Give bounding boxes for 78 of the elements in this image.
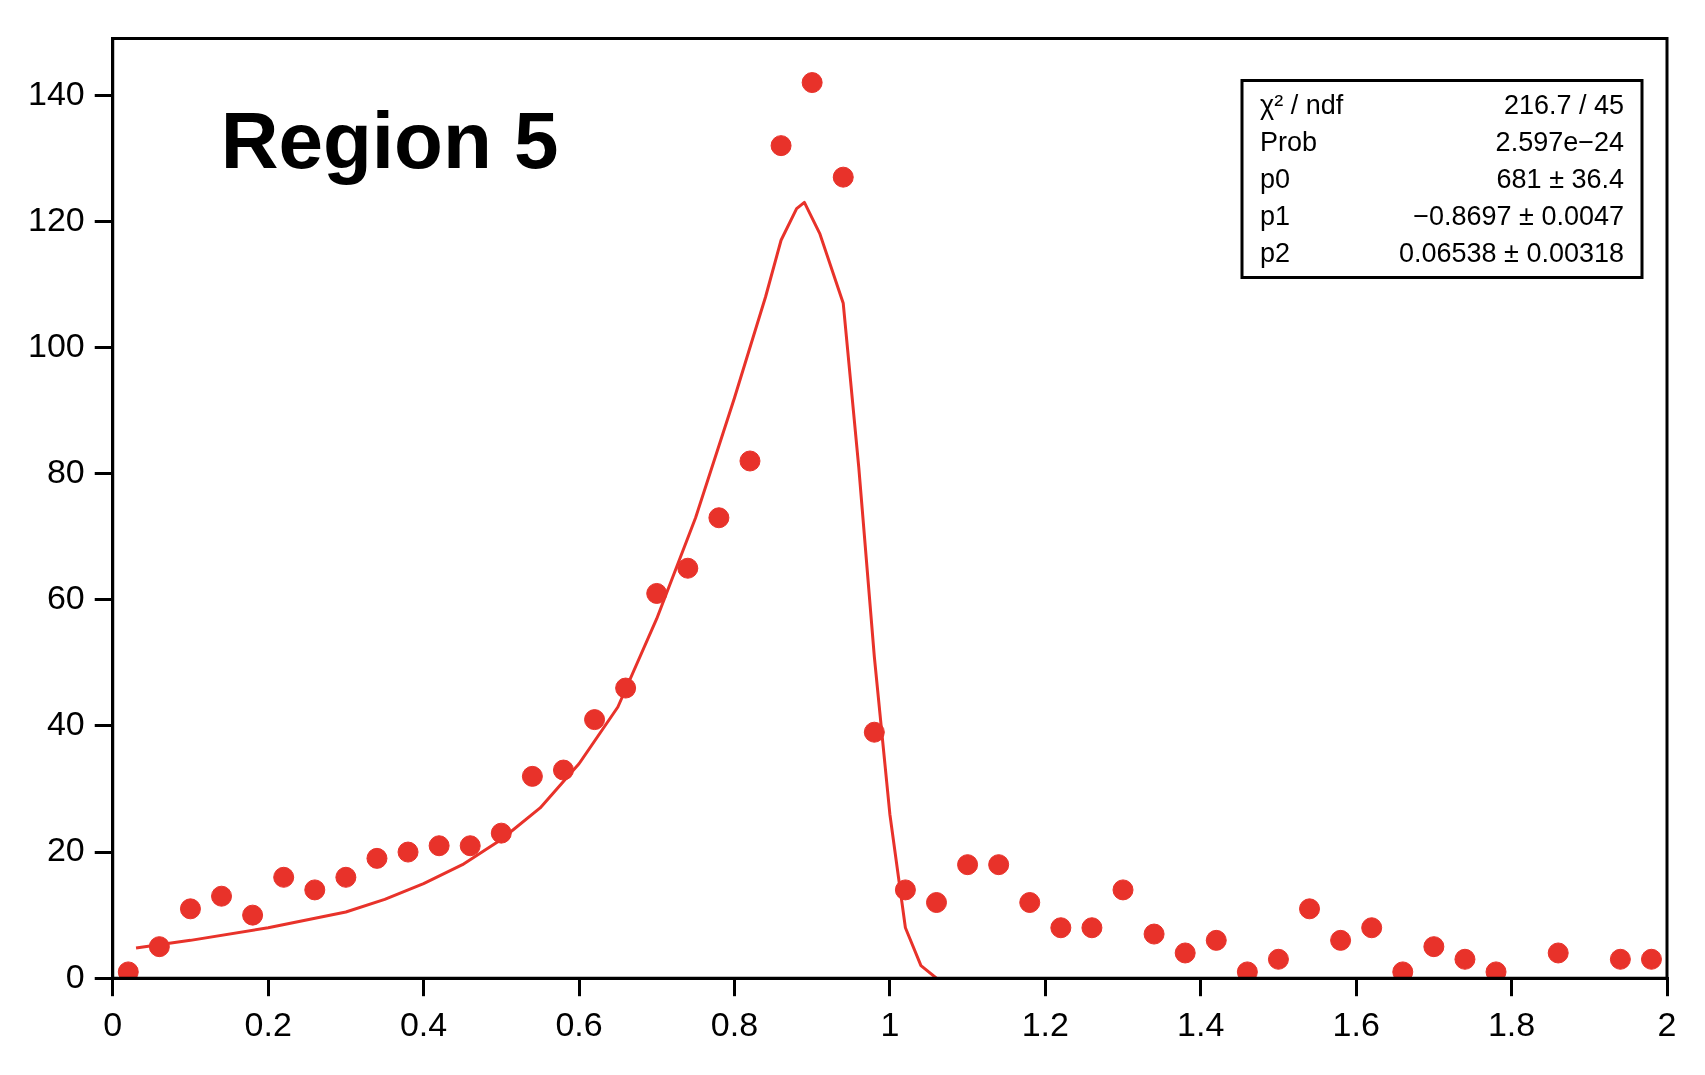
annotation: p0 bbox=[1260, 164, 1291, 195]
point bbox=[1236, 961, 1258, 979]
point bbox=[770, 135, 792, 157]
y-tick-label: 100 bbox=[27, 325, 85, 364]
point bbox=[1547, 942, 1569, 964]
x-tick-label: 1.6 bbox=[1332, 1004, 1380, 1043]
point bbox=[1174, 942, 1196, 964]
x-tick-label: 0.2 bbox=[244, 1004, 292, 1043]
point bbox=[832, 166, 854, 188]
y-tick-label: 140 bbox=[27, 73, 85, 112]
annotation: χ² / ndf bbox=[1260, 90, 1344, 121]
point bbox=[117, 961, 139, 979]
point bbox=[1019, 892, 1041, 914]
point bbox=[148, 936, 170, 958]
x-tick-label: 2 bbox=[1657, 1004, 1677, 1043]
point bbox=[1454, 948, 1476, 970]
point bbox=[1392, 961, 1414, 979]
point bbox=[708, 507, 730, 529]
point bbox=[521, 765, 543, 787]
point bbox=[1423, 936, 1445, 958]
point bbox=[894, 879, 916, 901]
point bbox=[273, 866, 295, 888]
point bbox=[1640, 948, 1662, 970]
x-tick-label: 0.6 bbox=[555, 1004, 603, 1043]
point bbox=[1112, 879, 1134, 901]
y-tick-label: 60 bbox=[46, 578, 85, 617]
annotation: p2 bbox=[1260, 238, 1291, 269]
annotation: 681 ± 36.4 bbox=[1496, 164, 1624, 195]
point bbox=[988, 854, 1010, 876]
point bbox=[584, 709, 606, 731]
point bbox=[863, 721, 885, 743]
point bbox=[1267, 948, 1289, 970]
point bbox=[304, 879, 326, 901]
point bbox=[957, 854, 979, 876]
point bbox=[366, 847, 388, 869]
point bbox=[1081, 917, 1103, 939]
point bbox=[552, 759, 574, 781]
point bbox=[739, 450, 761, 472]
point bbox=[646, 582, 668, 604]
point bbox=[1050, 917, 1072, 939]
point bbox=[459, 835, 481, 857]
point bbox=[428, 835, 450, 857]
point bbox=[801, 72, 823, 94]
x-tick-label: 1 bbox=[880, 1004, 900, 1043]
x-tick-label: 1.2 bbox=[1021, 1004, 1069, 1043]
y-tick-label: 0 bbox=[65, 956, 85, 995]
point bbox=[1205, 929, 1227, 951]
annotation: −0.8697 ± 0.0047 bbox=[1413, 201, 1624, 232]
point bbox=[1299, 898, 1321, 920]
annotation: Prob bbox=[1260, 127, 1318, 158]
point bbox=[1143, 923, 1165, 945]
x-tick-label: 0.8 bbox=[710, 1004, 759, 1043]
point bbox=[211, 885, 233, 907]
point bbox=[615, 677, 637, 699]
y-tick-label: 40 bbox=[46, 704, 85, 743]
point bbox=[925, 892, 947, 914]
point bbox=[1485, 961, 1507, 979]
x-tick-label: 0 bbox=[103, 1004, 123, 1043]
x-tick-label: 1.4 bbox=[1177, 1004, 1225, 1043]
annotation: 216.7 / 45 bbox=[1503, 90, 1624, 121]
y-tick-label: 120 bbox=[27, 199, 85, 238]
point bbox=[179, 898, 201, 920]
point bbox=[1361, 917, 1383, 939]
point bbox=[335, 866, 357, 888]
point bbox=[397, 841, 419, 863]
point bbox=[1330, 929, 1352, 951]
y-tick-label: 80 bbox=[46, 451, 85, 490]
x-tick-label: 0.4 bbox=[399, 1004, 448, 1043]
point bbox=[490, 822, 512, 844]
annotation: p1 bbox=[1260, 201, 1291, 232]
annotation: 2.597e−24 bbox=[1495, 127, 1624, 158]
point bbox=[242, 904, 264, 926]
y-tick-label: 20 bbox=[46, 830, 85, 869]
point bbox=[677, 557, 699, 579]
point bbox=[1609, 948, 1631, 970]
text: Region 5 bbox=[220, 96, 559, 186]
annotation: 0.06538 ± 0.00318 bbox=[1398, 238, 1624, 269]
x-tick-label: 1.8 bbox=[1487, 1004, 1536, 1043]
